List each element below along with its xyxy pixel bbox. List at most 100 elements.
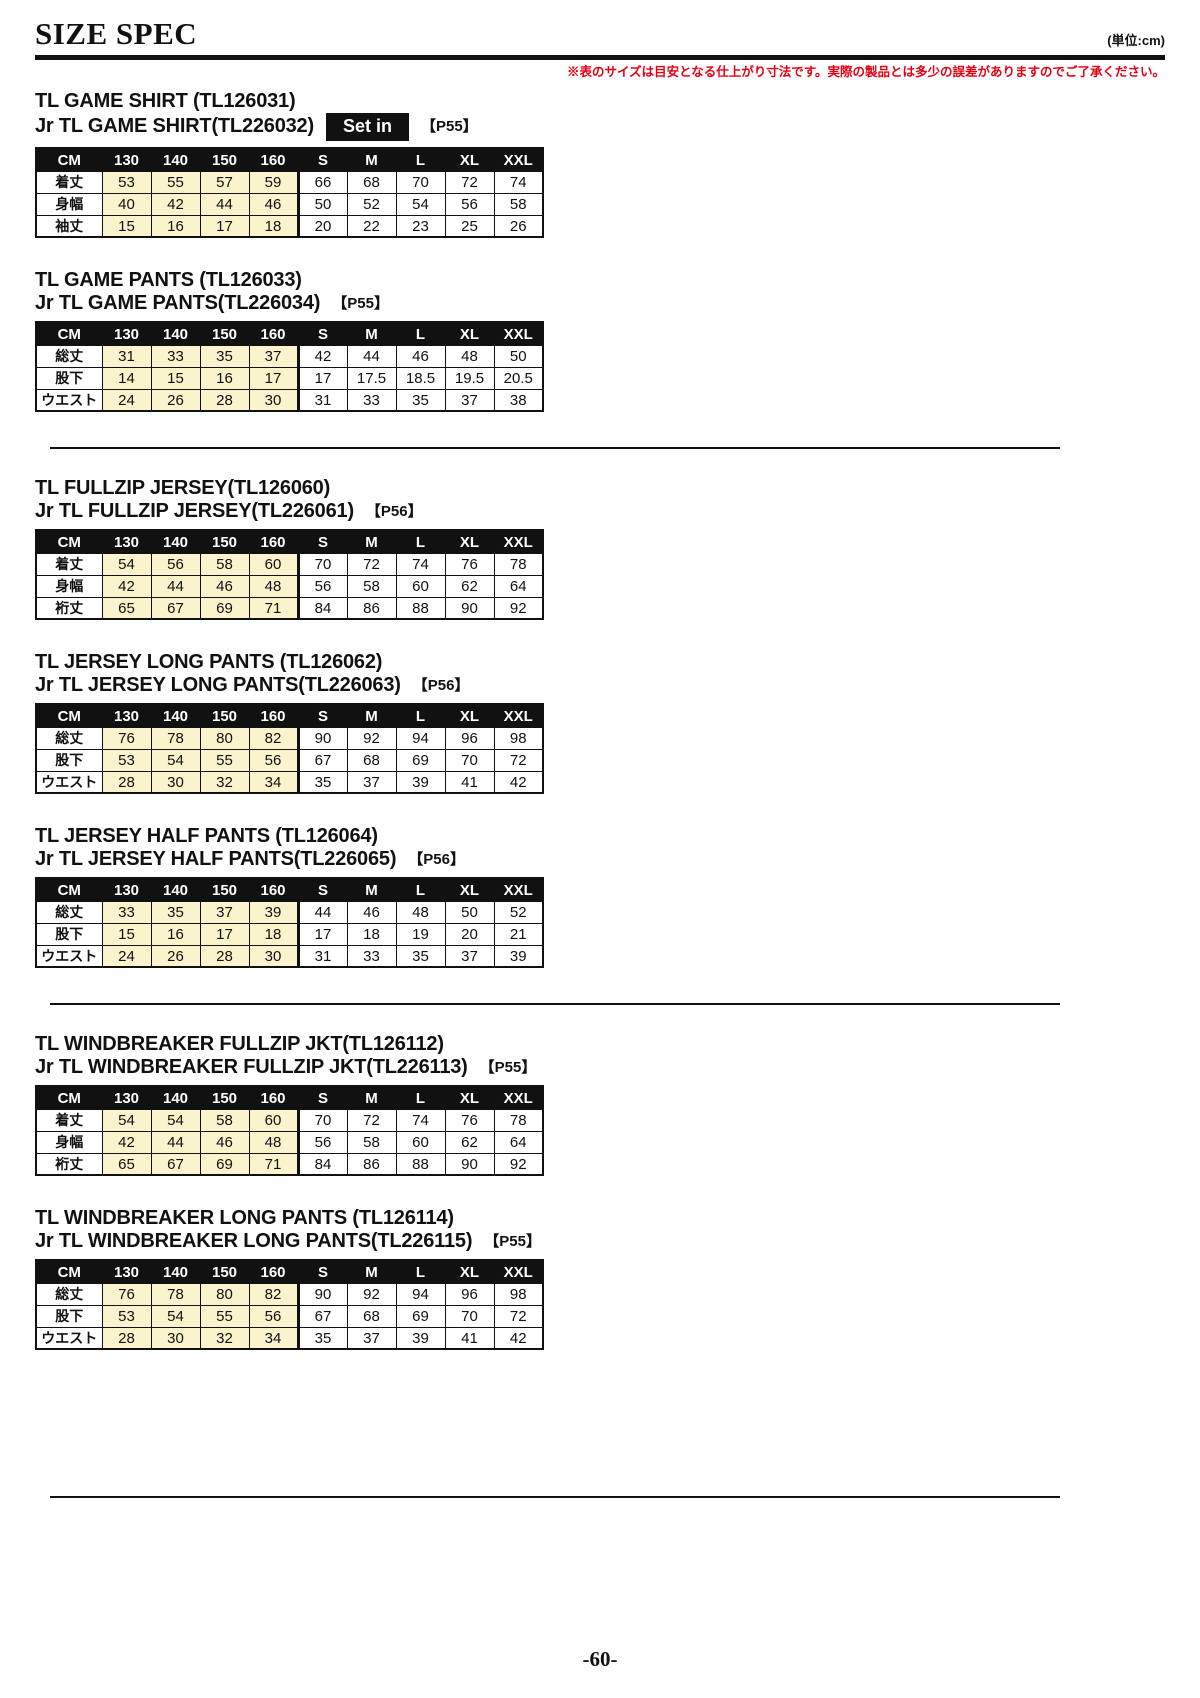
column-header-xl: XL bbox=[444, 529, 495, 554]
size-cell: 42 bbox=[101, 1130, 152, 1154]
size-cell: 39 bbox=[493, 944, 544, 968]
size-table-header-row: CM 130 140 150 160 S M L XL XXL bbox=[35, 529, 544, 554]
size-cell: 82 bbox=[248, 1282, 299, 1306]
page-content: SIZE SPEC (単位:cm) ※表のサイズは目安となる仕上がり寸法です。実… bbox=[35, 17, 1165, 1499]
size-cell: 34 bbox=[248, 1326, 299, 1350]
product-title: TL JERSEY HALF PANTS (TL126064) bbox=[35, 825, 378, 848]
page-ref: 【P55】 bbox=[332, 295, 389, 313]
size-table-head: CM 130 140 150 160 S M L XL XXL bbox=[35, 147, 544, 172]
size-cell: 92 bbox=[493, 1152, 544, 1176]
size-cell: 68 bbox=[346, 1304, 397, 1328]
size-cell: 84 bbox=[296, 1152, 348, 1176]
column-header-cm: CM bbox=[35, 529, 103, 554]
size-cell: 94 bbox=[395, 726, 446, 750]
size-row: 総丈 33 35 37 39 44 46 48 50 52 bbox=[35, 900, 544, 924]
masthead: SIZE SPEC (単位:cm) bbox=[35, 17, 1165, 51]
size-cell: 70 bbox=[395, 170, 446, 194]
size-cell: 86 bbox=[346, 1152, 397, 1176]
size-cell: 16 bbox=[199, 366, 250, 390]
size-cell: 80 bbox=[199, 1282, 250, 1306]
size-cell: 58 bbox=[199, 552, 250, 576]
size-cell: 50 bbox=[493, 344, 544, 368]
size-cell: 59 bbox=[248, 170, 299, 194]
size-cell: 55 bbox=[199, 748, 250, 772]
size-cell: 44 bbox=[199, 192, 250, 216]
size-cell: 65 bbox=[101, 1152, 152, 1176]
size-cell: 38 bbox=[493, 388, 544, 412]
column-header-150: 150 bbox=[199, 529, 250, 554]
size-cell: 30 bbox=[248, 388, 299, 412]
size-table-header-row: CM 130 140 150 160 S M L XL XXL bbox=[35, 321, 544, 346]
row-label: 股下 bbox=[35, 366, 103, 390]
size-cell: 70 bbox=[444, 1304, 495, 1328]
row-label: 着丈 bbox=[35, 1108, 103, 1132]
size-cell: 53 bbox=[101, 748, 152, 772]
row-label: 身幅 bbox=[35, 1130, 103, 1154]
column-header-m: M bbox=[346, 703, 397, 728]
size-cell: 26 bbox=[150, 944, 201, 968]
size-cell: 39 bbox=[248, 900, 299, 924]
size-cell: 69 bbox=[395, 1304, 446, 1328]
size-cell: 30 bbox=[248, 944, 299, 968]
column-header-140: 140 bbox=[150, 147, 201, 172]
column-header-130: 130 bbox=[101, 877, 152, 902]
column-header-s: S bbox=[296, 529, 348, 554]
size-cell: 92 bbox=[346, 1282, 397, 1306]
size-cell: 72 bbox=[346, 1108, 397, 1132]
size-cell: 88 bbox=[395, 1152, 446, 1176]
size-cell: 15 bbox=[101, 214, 152, 238]
size-row: ウエスト 28 30 32 34 35 37 39 41 42 bbox=[35, 770, 544, 794]
size-cell: 78 bbox=[150, 726, 201, 750]
size-cell: 18 bbox=[248, 922, 299, 946]
size-cell: 68 bbox=[346, 170, 397, 194]
column-header-xxl: XXL bbox=[493, 703, 544, 728]
product-section: TL JERSEY HALF PANTS (TL126064) Jr TL JE… bbox=[35, 825, 1165, 969]
product-title-jr: Jr TL FULLZIP JERSEY(TL226061) bbox=[35, 500, 354, 523]
size-cell: 76 bbox=[444, 552, 495, 576]
size-cell: 53 bbox=[101, 1304, 152, 1328]
size-cell: 18.5 bbox=[395, 366, 446, 390]
size-cell: 80 bbox=[199, 726, 250, 750]
column-header-xxl: XXL bbox=[493, 877, 544, 902]
size-table: CM 130 140 150 160 S M L XL XXL 総丈 76 78 80 82 90 92 94 9… bbox=[35, 1259, 544, 1351]
row-label: 股下 bbox=[35, 748, 103, 772]
size-cell: 17.5 bbox=[346, 366, 397, 390]
column-header-m: M bbox=[346, 877, 397, 902]
size-cell: 44 bbox=[296, 900, 348, 924]
column-header-s: S bbox=[296, 703, 348, 728]
size-cell: 76 bbox=[101, 1282, 152, 1306]
size-cell: 88 bbox=[395, 596, 446, 620]
size-cell: 69 bbox=[199, 1152, 250, 1176]
size-cell: 56 bbox=[248, 1304, 299, 1328]
product-subtitle-row: Jr TL GAME SHIRT(TL226032) Set in 【P55】 bbox=[35, 112, 1165, 142]
column-header-xl: XL bbox=[444, 1259, 495, 1284]
size-cell: 42 bbox=[101, 574, 152, 598]
unit-note: (単位:cm) bbox=[1107, 32, 1165, 48]
size-table-head: CM 130 140 150 160 S M L XL XXL bbox=[35, 1259, 544, 1284]
column-header-130: 130 bbox=[101, 1085, 152, 1110]
size-table-head: CM 130 140 150 160 S M L XL XXL bbox=[35, 321, 544, 346]
size-table-body: 総丈 33 35 37 39 44 46 48 50 52 股下 15 16 17 18 17 18 19 20 21… bbox=[35, 900, 544, 968]
size-cell: 42 bbox=[493, 1326, 544, 1350]
size-cell: 25 bbox=[444, 214, 495, 238]
size-cell: 56 bbox=[296, 1130, 348, 1154]
column-header-130: 130 bbox=[101, 1259, 152, 1284]
product-subtitle-row: Jr TL JERSEY HALF PANTS(TL226065) 【P56】 bbox=[35, 848, 1165, 871]
header-rule bbox=[35, 54, 1165, 60]
column-header-cm: CM bbox=[35, 321, 103, 346]
row-label: 股下 bbox=[35, 1304, 103, 1328]
section-divider bbox=[50, 1003, 1060, 1006]
row-label: 総丈 bbox=[35, 344, 103, 368]
size-cell: 84 bbox=[296, 596, 348, 620]
row-label: 裄丈 bbox=[35, 1152, 103, 1176]
size-cell: 21 bbox=[493, 922, 544, 946]
size-cell: 70 bbox=[296, 552, 348, 576]
size-row: 股下 15 16 17 18 17 18 19 20 21 bbox=[35, 922, 544, 946]
size-cell: 48 bbox=[444, 344, 495, 368]
size-row: 股下 14 15 16 17 17 17.5 18.5 19.5 20.5 bbox=[35, 366, 544, 390]
size-cell: 19 bbox=[395, 922, 446, 946]
column-header-l: L bbox=[395, 703, 446, 728]
row-label: ウエスト bbox=[35, 388, 103, 412]
size-cell: 74 bbox=[395, 1108, 446, 1132]
